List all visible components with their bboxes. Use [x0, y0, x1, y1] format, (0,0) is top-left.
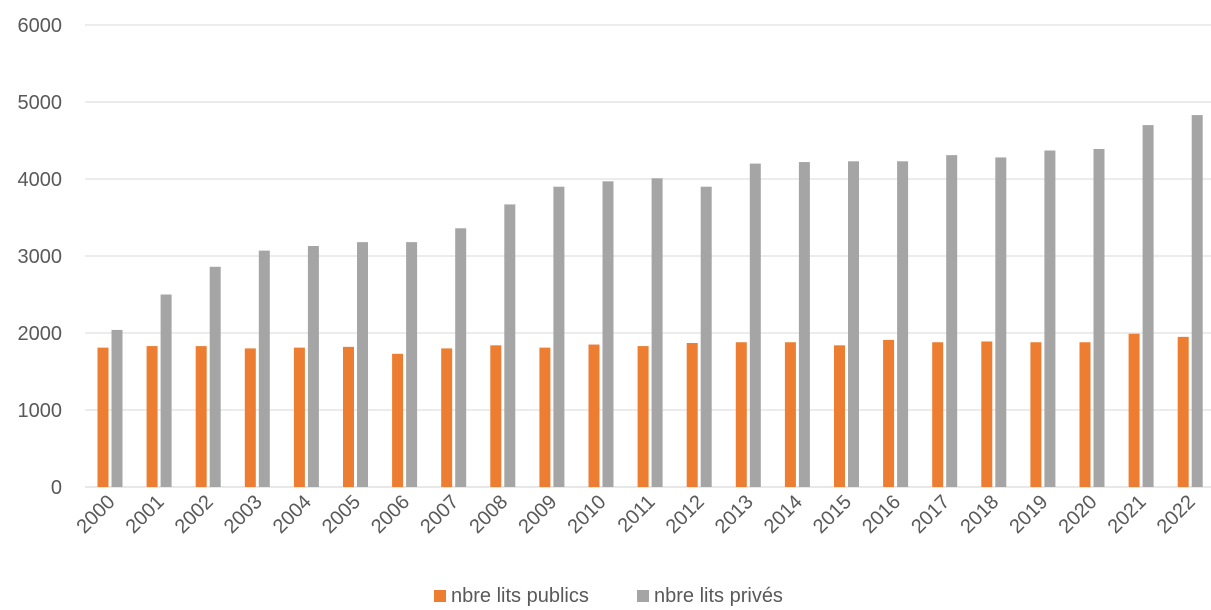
- bar-prives-2011: [651, 178, 663, 488]
- bar-publics-2021: [1128, 333, 1140, 487]
- y-axis-ticks: 0 1000 2000 3000 4000 5000 6000: [18, 15, 63, 499]
- bar-prives-2006: [406, 242, 418, 487]
- bar-prives-2003: [258, 250, 270, 487]
- bar-publics-2007: [441, 348, 453, 487]
- bar-publics-2014: [784, 342, 796, 487]
- bar-prives-2021: [1142, 125, 1154, 487]
- x-tick-label: 2013: [711, 491, 758, 538]
- x-tick-label: 2003: [220, 491, 267, 538]
- bar-prives-2001: [160, 294, 172, 487]
- bar-publics-2002: [195, 346, 207, 487]
- bar-prives-2020: [1093, 148, 1105, 487]
- bar-publics-2011: [637, 346, 649, 487]
- bar-publics-2019: [1030, 342, 1042, 487]
- bar-prives-2007: [455, 228, 467, 487]
- x-tick-label: 2009: [514, 491, 561, 538]
- bar-prives-2008: [504, 204, 516, 487]
- bar-prives-2005: [357, 242, 368, 487]
- x-tick-label: 2020: [1055, 491, 1102, 538]
- x-tick-label: 2018: [956, 491, 1003, 538]
- bar-publics-2003: [244, 348, 256, 487]
- y-tick-label: 5000: [18, 92, 63, 114]
- bar-publics-2009: [539, 347, 551, 487]
- legend-swatch-prives: [637, 590, 649, 602]
- x-tick-label: 2021: [1104, 491, 1151, 538]
- legend-swatch-publics: [434, 590, 446, 602]
- bar-publics-2022: [1177, 336, 1189, 487]
- bars: [97, 115, 1203, 488]
- bar-publics-2004: [293, 347, 305, 487]
- legend-label-prives: nbre lits privés: [654, 585, 783, 607]
- bar-prives-2017: [946, 155, 958, 487]
- x-tick-label: 2002: [171, 491, 218, 538]
- bar-publics-2000: [97, 347, 109, 487]
- bar-prives-2013: [749, 163, 761, 487]
- bar-prives-2010: [602, 181, 614, 487]
- x-tick-label: 2011: [614, 491, 660, 537]
- bar-publics-2020: [1079, 342, 1091, 487]
- y-tick-label: 1000: [18, 400, 63, 422]
- bar-publics-2005: [343, 346, 354, 487]
- x-tick-label: 2007: [416, 491, 463, 538]
- y-tick-label: 4000: [18, 169, 63, 191]
- x-tick-label: 2014: [760, 491, 807, 538]
- bar-publics-2016: [883, 339, 895, 487]
- bar-prives-2014: [798, 162, 810, 487]
- bar-prives-2015: [848, 161, 859, 488]
- x-tick-label: 2004: [269, 491, 316, 538]
- bar-prives-2019: [1044, 150, 1056, 487]
- x-tick-label: 2012: [662, 491, 709, 538]
- bar-publics-2015: [834, 345, 845, 487]
- bar-publics-2012: [686, 343, 698, 487]
- x-tick-label: 2015: [809, 491, 856, 538]
- x-tick-label: 2017: [907, 491, 954, 538]
- bar-prives-2022: [1191, 115, 1203, 487]
- bar-prives-2018: [995, 157, 1007, 487]
- x-tick-label: 2010: [564, 491, 611, 538]
- bar-publics-2010: [588, 344, 600, 487]
- x-tick-label: 2000: [73, 491, 120, 538]
- bar-prives-2012: [700, 186, 712, 487]
- x-tick-label: 2019: [1005, 491, 1052, 538]
- bar-publics-2001: [146, 346, 158, 487]
- bar-prives-2000: [111, 329, 123, 487]
- bar-publics-2013: [735, 342, 747, 487]
- bar-publics-2017: [932, 342, 944, 487]
- x-tick-label: 2006: [367, 491, 414, 538]
- bar-publics-2006: [392, 353, 404, 487]
- legend-label-publics: nbre lits publics: [451, 585, 589, 607]
- x-tick-label: 2008: [465, 491, 512, 538]
- y-tick-label: 2000: [18, 323, 63, 345]
- y-tick-label: 3000: [18, 246, 63, 268]
- x-tick-label: 2022: [1153, 491, 1200, 538]
- bar-publics-2008: [490, 345, 502, 487]
- bar-prives-2009: [553, 186, 565, 487]
- x-tick-label: 2001: [122, 491, 169, 538]
- x-tick-label: 2016: [858, 491, 905, 538]
- y-tick-label: 0: [51, 477, 62, 499]
- y-tick-label: 6000: [18, 15, 63, 37]
- bar-prives-2002: [209, 266, 221, 487]
- bar-prives-2004: [307, 245, 319, 487]
- x-tick-label: 2005: [318, 491, 365, 538]
- bar-prives-2016: [897, 161, 909, 488]
- x-axis-ticks: 2000 2001 2002 2003 2004 2005 2006 2007 2008 2009…: [73, 491, 1200, 538]
- legend: nbre lits publics nbre lits privés: [434, 585, 783, 607]
- bar-publics-2018: [981, 341, 993, 487]
- gridlines: [85, 24, 1211, 488]
